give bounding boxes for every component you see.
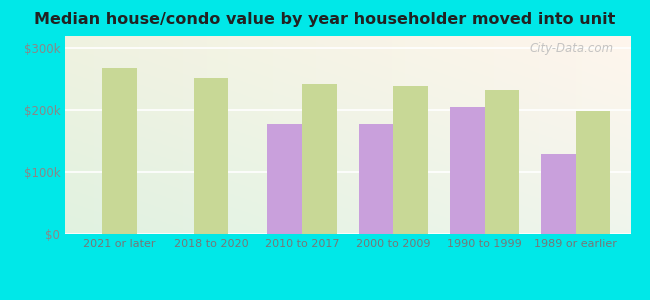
Bar — [393, 85, 428, 234]
Bar — [359, 124, 393, 234]
Bar — [484, 90, 519, 234]
Bar — [541, 154, 576, 234]
Bar — [576, 112, 610, 234]
Bar — [103, 68, 137, 234]
Text: Median house/condo value by year householder moved into unit: Median house/condo value by year househo… — [34, 12, 616, 27]
Text: City-Data.com: City-Data.com — [529, 42, 614, 55]
Bar — [268, 124, 302, 234]
Bar — [302, 84, 337, 234]
Bar — [194, 78, 228, 234]
Bar — [450, 107, 484, 234]
